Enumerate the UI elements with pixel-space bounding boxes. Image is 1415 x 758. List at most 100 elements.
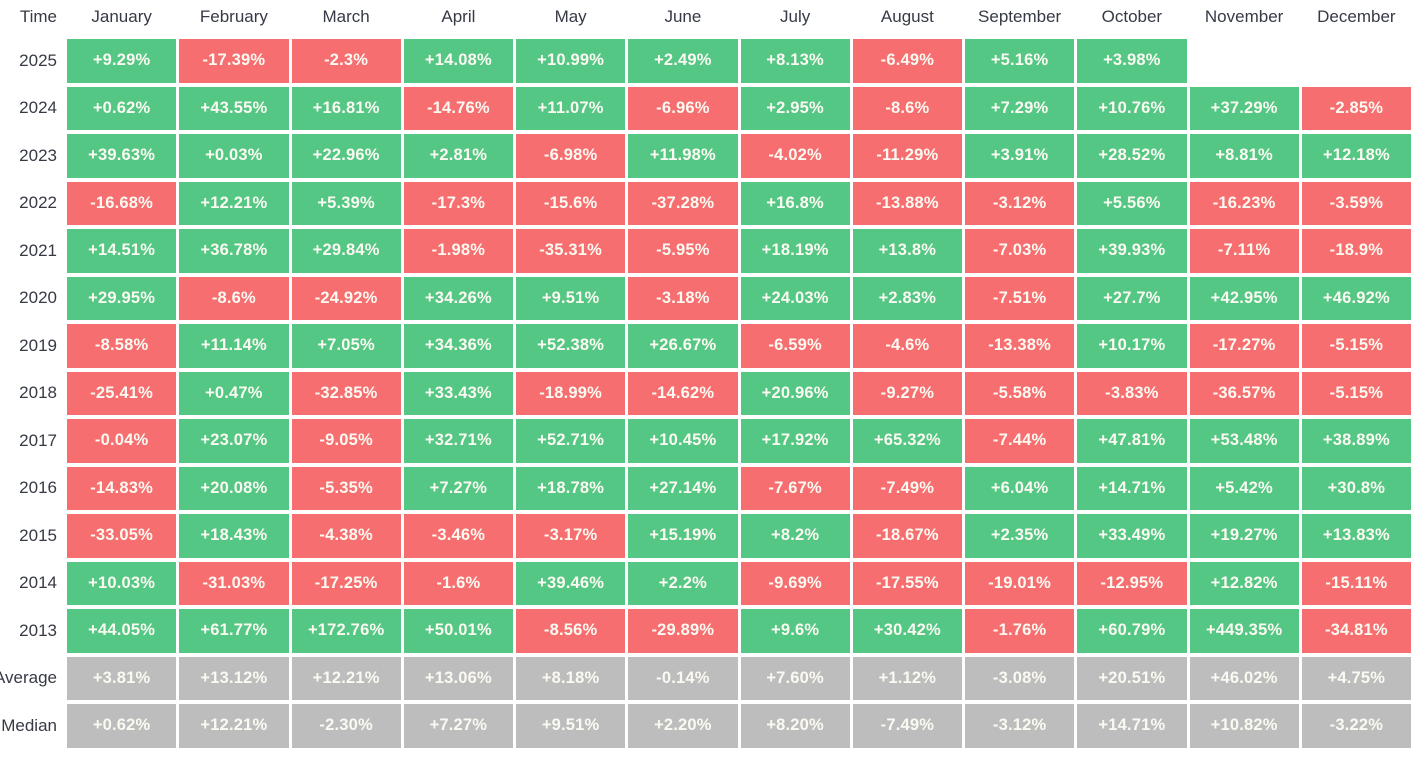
- month-header: December: [1317, 7, 1396, 26]
- cell: +29.84%: [291, 229, 401, 273]
- cell: -5.15%: [1301, 371, 1411, 415]
- cell: +12.21%: [179, 704, 289, 748]
- cell: +26.67%: [628, 324, 738, 368]
- cell: -17.39%: [179, 39, 289, 83]
- cell: +16.8%: [740, 181, 850, 225]
- table-row: 2017 -0.04% +23.07% -9.05% +32.71% +52.71% +10…: [0, 419, 1411, 463]
- cell: +44.05%: [67, 609, 177, 653]
- row-label: 2013: [19, 620, 57, 640]
- cell: +13.8%: [852, 229, 962, 273]
- cell: +20.08%: [179, 466, 289, 510]
- cell: -3.22%: [1301, 704, 1411, 748]
- cell: +5.42%: [1189, 466, 1299, 510]
- table-row: Average +3.81% +13.12% +12.21% +13.06% +8.18%…: [0, 656, 1411, 700]
- cell: +4.75%: [1301, 656, 1411, 700]
- cell: -37.28%: [628, 181, 738, 225]
- cell: +61.77%: [179, 609, 289, 653]
- cell: +0.62%: [67, 86, 177, 130]
- time-column-header: Time: [19, 7, 57, 26]
- cell: -6.49%: [852, 39, 962, 83]
- cell: +172.76%: [291, 609, 401, 653]
- cell: -7.51%: [965, 276, 1075, 320]
- cell: -29.89%: [628, 609, 738, 653]
- cell: +2.35%: [965, 514, 1075, 558]
- cell: -35.31%: [516, 229, 626, 273]
- cell: +17.92%: [740, 419, 850, 463]
- table-body: 2025 +9.29% -17.39% -2.3% +14.08% +10.99% +2.4…: [0, 39, 1411, 748]
- cell: -3.59%: [1301, 181, 1411, 225]
- table-row: 2021 +14.51% +36.78% +29.84% -1.98% -35.31% -5…: [0, 229, 1411, 273]
- cell: -3.12%: [965, 704, 1075, 748]
- cell: -4.02%: [740, 134, 850, 178]
- cell: +36.78%: [179, 229, 289, 273]
- cell: +2.20%: [628, 704, 738, 748]
- cell: -3.12%: [965, 181, 1075, 225]
- cell: +20.96%: [740, 371, 850, 415]
- cell: +13.12%: [179, 656, 289, 700]
- cell: +12.18%: [1301, 134, 1411, 178]
- cell: +18.43%: [179, 514, 289, 558]
- row-label: 2017: [19, 430, 57, 450]
- cell: +10.17%: [1077, 324, 1187, 368]
- cell: -17.3%: [403, 181, 513, 225]
- cell: -1.76%: [965, 609, 1075, 653]
- cell: +11.98%: [628, 134, 738, 178]
- cell: +52.71%: [516, 419, 626, 463]
- cell: +7.29%: [965, 86, 1075, 130]
- cell: +43.55%: [179, 86, 289, 130]
- month-header: October: [1101, 7, 1163, 26]
- row-label: Median: [1, 715, 57, 735]
- cell: +10.76%: [1077, 86, 1187, 130]
- cell: +47.81%: [1077, 419, 1187, 463]
- cell: -32.85%: [291, 371, 401, 415]
- cell: -6.59%: [740, 324, 850, 368]
- table-row: 2020 +29.95% -8.6% -24.92% +34.26% +9.51% -3.1…: [0, 276, 1411, 320]
- cell: -13.88%: [852, 181, 962, 225]
- cell: +15.19%: [628, 514, 738, 558]
- cell: -13.38%: [965, 324, 1075, 368]
- row-label: 2015: [19, 525, 57, 545]
- cell: -5.15%: [1301, 324, 1411, 368]
- cell: -8.58%: [67, 324, 177, 368]
- cell: +38.89%: [1301, 419, 1411, 463]
- cell: +18.19%: [740, 229, 850, 273]
- cell: +10.03%: [67, 561, 177, 605]
- cell: +12.21%: [291, 656, 401, 700]
- cell: +5.16%: [965, 39, 1075, 83]
- cell: +29.95%: [67, 276, 177, 320]
- cell: +449.35%: [1189, 609, 1299, 653]
- cell: +7.05%: [291, 324, 401, 368]
- cell: -7.49%: [852, 466, 962, 510]
- cell: -2.30%: [291, 704, 401, 748]
- table-row: 2024 +0.62% +43.55% +16.81% -14.76% +11.07% -6…: [0, 86, 1411, 130]
- cell: +0.47%: [179, 371, 289, 415]
- cell: +5.39%: [291, 181, 401, 225]
- cell: -17.25%: [291, 561, 401, 605]
- cell: +60.79%: [1077, 609, 1187, 653]
- cell: +18.78%: [516, 466, 626, 510]
- cell: +16.81%: [291, 86, 401, 130]
- cell: +9.6%: [740, 609, 850, 653]
- cell: +14.71%: [1077, 704, 1187, 748]
- cell: -5.58%: [965, 371, 1075, 415]
- cell: [1302, 39, 1411, 83]
- cell: +33.49%: [1077, 514, 1187, 558]
- cell: +2.49%: [628, 39, 738, 83]
- cell: -9.05%: [291, 419, 401, 463]
- cell: -14.62%: [628, 371, 738, 415]
- cell: -9.69%: [740, 561, 850, 605]
- cell: -14.76%: [403, 86, 513, 130]
- cell: +2.95%: [740, 86, 850, 130]
- cell: -12.95%: [1077, 561, 1187, 605]
- cell: -0.14%: [628, 656, 738, 700]
- cell: -7.67%: [740, 466, 850, 510]
- cell: +52.38%: [516, 324, 626, 368]
- table-row: 2013 +44.05% +61.77% +172.76% +50.01% -8.56% -…: [0, 609, 1411, 653]
- row-label: 2022: [19, 193, 57, 213]
- cell: -5.95%: [628, 229, 738, 273]
- row-label: 2016: [19, 478, 57, 498]
- cell: +11.14%: [179, 324, 289, 368]
- cell: -4.38%: [291, 514, 401, 558]
- cell: +46.92%: [1301, 276, 1411, 320]
- cell: +39.63%: [67, 134, 177, 178]
